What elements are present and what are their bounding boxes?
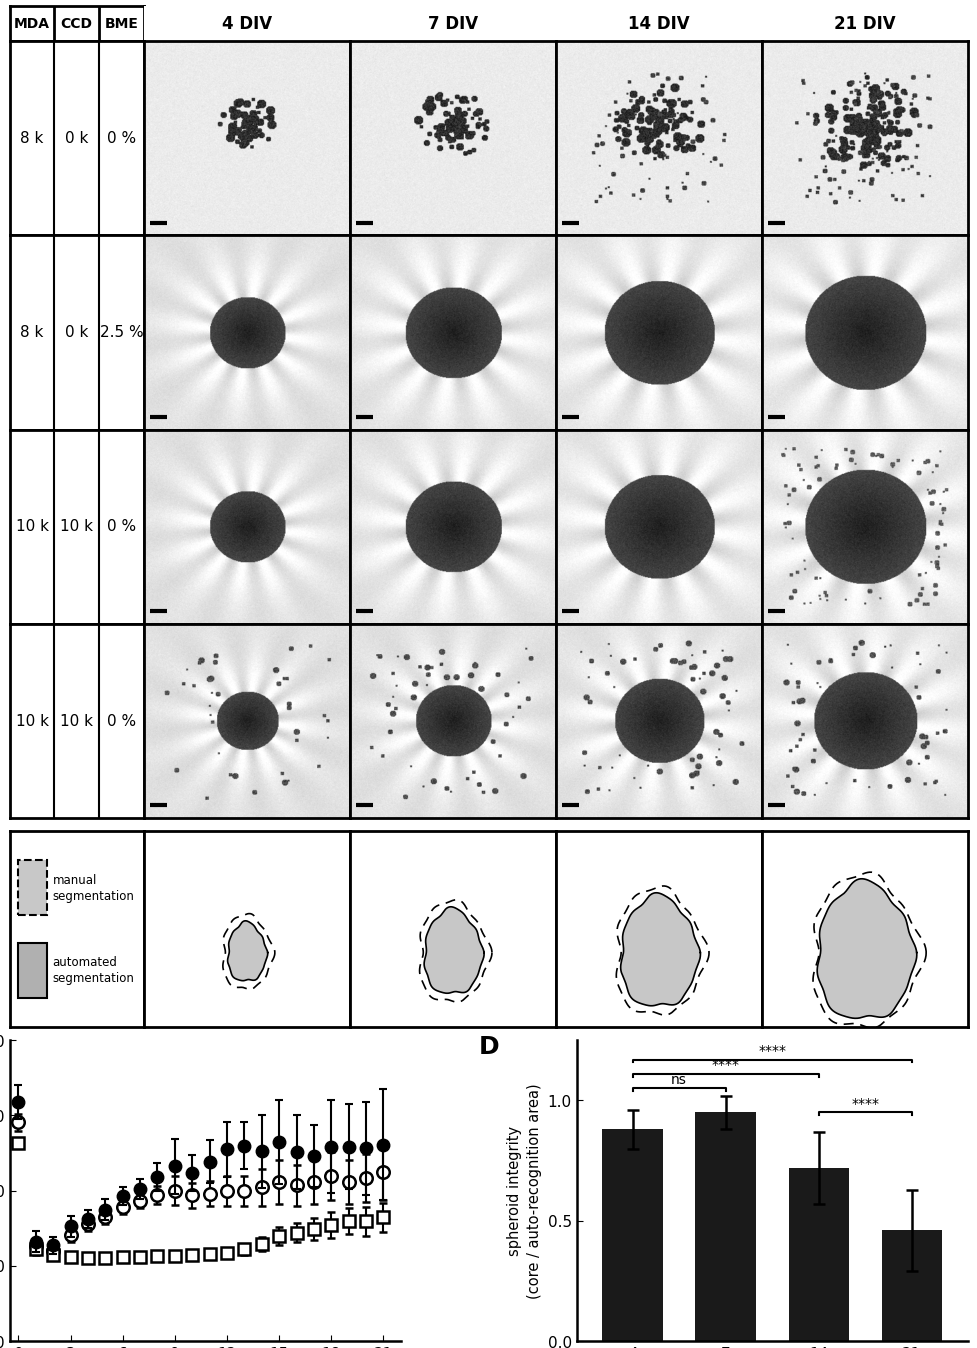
Text: CCD: CCD <box>61 18 93 31</box>
Text: ****: **** <box>758 1043 786 1058</box>
Text: MDA: MDA <box>14 18 50 31</box>
Bar <box>18 942 47 998</box>
Text: 0 %: 0 % <box>106 131 136 146</box>
Text: ****: **** <box>711 1058 740 1072</box>
Text: 14 DIV: 14 DIV <box>627 15 689 34</box>
Text: D: D <box>479 1034 499 1058</box>
Text: ****: **** <box>851 1097 879 1111</box>
Text: 0 %: 0 % <box>106 519 136 534</box>
Text: 10 k: 10 k <box>16 519 49 534</box>
Bar <box>602 1130 662 1341</box>
Text: 10 k: 10 k <box>16 713 49 728</box>
Text: 0 k: 0 k <box>65 325 88 340</box>
Text: 8 k: 8 k <box>21 131 44 146</box>
Text: ns: ns <box>671 1073 687 1086</box>
Text: BME: BME <box>105 18 138 31</box>
Text: 0 %: 0 % <box>106 713 136 728</box>
Bar <box>18 860 47 915</box>
Text: 0 k: 0 k <box>65 131 88 146</box>
Bar <box>695 1112 755 1341</box>
Y-axis label: spheroid integrity
(core / auto-recognition area): spheroid integrity (core / auto-recognit… <box>507 1082 542 1298</box>
Text: manual
segmentation: manual segmentation <box>53 874 135 902</box>
Text: automated
segmentation: automated segmentation <box>53 956 135 985</box>
Bar <box>788 1167 849 1341</box>
Bar <box>881 1231 942 1341</box>
Text: 8 k: 8 k <box>21 325 44 340</box>
Text: 10 k: 10 k <box>61 713 93 728</box>
Text: 21 DIV: 21 DIV <box>833 15 895 34</box>
Text: 4 DIV: 4 DIV <box>222 15 272 34</box>
Text: 10 k: 10 k <box>61 519 93 534</box>
Text: 7 DIV: 7 DIV <box>427 15 478 34</box>
Text: 2.5 %: 2.5 % <box>100 325 143 340</box>
